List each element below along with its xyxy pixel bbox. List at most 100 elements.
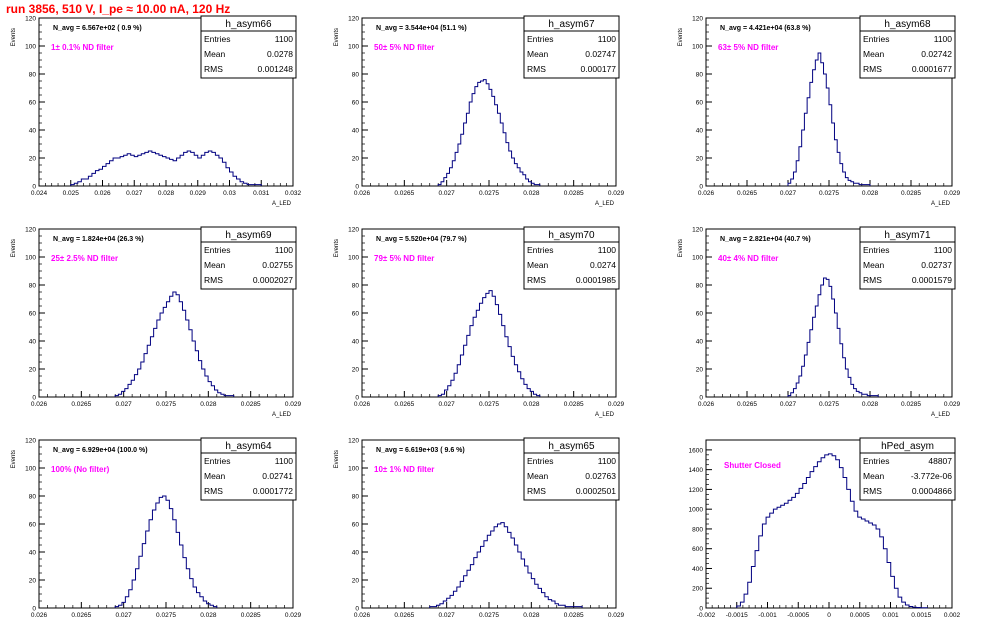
stats-entries-label: Entries (863, 245, 889, 255)
stats-title: h_asym64 (225, 441, 272, 452)
x-tick-label: 0.027 (116, 612, 133, 619)
x-tick-label: 0.027 (116, 401, 133, 408)
stats-title: hPed_asym (881, 441, 934, 452)
stats-box (200, 226, 297, 290)
x-tick-label: 0.0015 (911, 612, 931, 619)
stats-rms-value: 0.0002501 (576, 486, 616, 496)
run-title: run 3856, 510 V, I_pe ≈ 10.00 nA, 120 Hz (6, 2, 231, 16)
stats-title: h_asym70 (548, 230, 595, 241)
y-tick-label: 100 (25, 466, 36, 473)
x-tick-label: 0.028 (200, 401, 217, 408)
x-tick-label: 0.028 (862, 190, 879, 197)
navg-label: N_avg = 5.520e+04 (79.7 %) (376, 236, 467, 243)
y-tick-label: 80 (696, 72, 704, 79)
y-tick-label: 1000 (689, 507, 704, 514)
x-tick-label: 0.0265 (394, 190, 414, 197)
stats-rms-label: RMS (863, 64, 882, 74)
y-tick-label: 120 (25, 438, 36, 445)
navg-label: N_avg = 3.544e+04 (51.1 %) (376, 25, 467, 32)
histogram-series (70, 150, 262, 186)
stats-entries-label: Entries (863, 456, 889, 466)
x-tick-label: 0.029 (190, 190, 207, 197)
y-tick-label: 0 (699, 606, 703, 613)
filter-label: 1± 0.1% ND filter (51, 43, 114, 52)
stats-box (200, 437, 297, 501)
y-tick-label: 40 (696, 128, 704, 135)
stats-entries-value: 1100 (275, 34, 294, 44)
navg-label: N_avg = 6.929e+04 (100.0 %) (53, 447, 148, 454)
x-axis-label: A_LED (931, 201, 951, 207)
x-tick-label: 0.0265 (394, 612, 414, 619)
y-tick-label: 40 (352, 339, 360, 346)
filter-label: 100% (No filter) (51, 465, 110, 474)
y-axis-label: Events (678, 28, 684, 46)
x-axis-label: A_LED (272, 201, 292, 207)
y-tick-label: 120 (692, 16, 703, 23)
x-tick-label: 0.027 (439, 612, 456, 619)
histogram-panel-h_asym65: 0 20 40 60 80 100 120 0.026 0.0265 0.027 0.0275 0.0… (334, 437, 625, 619)
x-tick-label: 0.0265 (71, 401, 91, 408)
x-tick-label: -0.0005 (787, 612, 809, 619)
histogram-series (787, 52, 871, 186)
y-tick-label: 80 (352, 494, 360, 501)
x-tick-label: 0.028 (158, 190, 175, 197)
y-tick-label: 80 (29, 283, 37, 290)
stats-entries-value: 1100 (598, 456, 617, 466)
stats-entries-value: 1100 (598, 245, 617, 255)
histogram-panel-hPed_asym: 0 200 400 600 800 1000 1200 1400 1600 -0.002 -0.00… (689, 437, 961, 619)
x-tick-label: 0.0285 (901, 401, 921, 408)
y-tick-label: 0 (355, 395, 359, 402)
x-tick-label: 0.0275 (479, 401, 499, 408)
x-tick-label: 0.026 (698, 190, 715, 197)
y-tick-label: 60 (352, 522, 360, 529)
histogram-series (429, 522, 583, 608)
stats-rms-label: RMS (204, 64, 223, 74)
y-axis-label: Events (11, 239, 17, 257)
x-tick-label: -0.0015 (726, 612, 748, 619)
histogram-panel-h_asym64: 0 20 40 60 80 100 120 0.026 0.0265 0.027 0.0275 0.0… (11, 437, 302, 619)
histogram-series (787, 277, 879, 397)
stats-rms-value: 0.0001985 (576, 275, 616, 285)
stats-title: h_asym67 (548, 19, 595, 30)
x-tick-label: 0.026 (31, 401, 48, 408)
y-tick-label: 120 (692, 227, 703, 234)
y-tick-label: 80 (352, 283, 360, 290)
histogram-series (437, 79, 541, 186)
x-tick-label: 0.029 (608, 401, 625, 408)
x-tick-label: 0.0275 (479, 190, 499, 197)
x-tick-label: 0.0275 (156, 401, 176, 408)
stats-entries-value: 1100 (934, 34, 953, 44)
stats-mean-value: 0.02755 (262, 260, 293, 270)
y-tick-label: 0 (699, 184, 703, 191)
stats-mean-label: Mean (527, 260, 549, 270)
stats-entries-label: Entries (527, 456, 553, 466)
y-axis-label: Events (334, 450, 340, 468)
y-tick-label: 0 (355, 606, 359, 613)
x-tick-label: 0.0285 (241, 612, 261, 619)
y-tick-label: 40 (29, 128, 37, 135)
x-tick-label: 0.024 (31, 190, 48, 197)
x-tick-label: 0.031 (253, 190, 270, 197)
y-tick-label: 800 (692, 526, 703, 533)
filter-label: Shutter Closed (724, 461, 781, 470)
stats-box (523, 15, 620, 79)
y-axis-label: Events (11, 28, 17, 46)
stats-mean-value: 0.0274 (590, 260, 616, 270)
y-tick-label: 100 (348, 255, 359, 262)
y-tick-label: 60 (352, 311, 360, 318)
stats-mean-label: Mean (863, 49, 885, 59)
navg-label: N_avg = 4.421e+04 (63.8 %) (720, 25, 811, 32)
filter-label: 25± 2.5% ND filter (51, 254, 118, 263)
x-tick-label: 0.029 (608, 190, 625, 197)
y-tick-label: 0 (355, 184, 359, 191)
histogram-panel-h_asym71: 0 20 40 60 80 100 120 0.026 0.0265 0.027 0.0275 0.0… (678, 226, 961, 418)
stats-entries-value: 1100 (275, 245, 294, 255)
x-tick-label: 0.0285 (901, 190, 921, 197)
x-tick-label: -0.001 (758, 612, 777, 619)
stats-rms-label: RMS (527, 64, 546, 74)
y-tick-label: 100 (348, 44, 359, 51)
x-axis-label: A_LED (931, 412, 951, 418)
stats-mean-label: Mean (204, 471, 226, 481)
y-tick-label: 100 (692, 44, 703, 51)
